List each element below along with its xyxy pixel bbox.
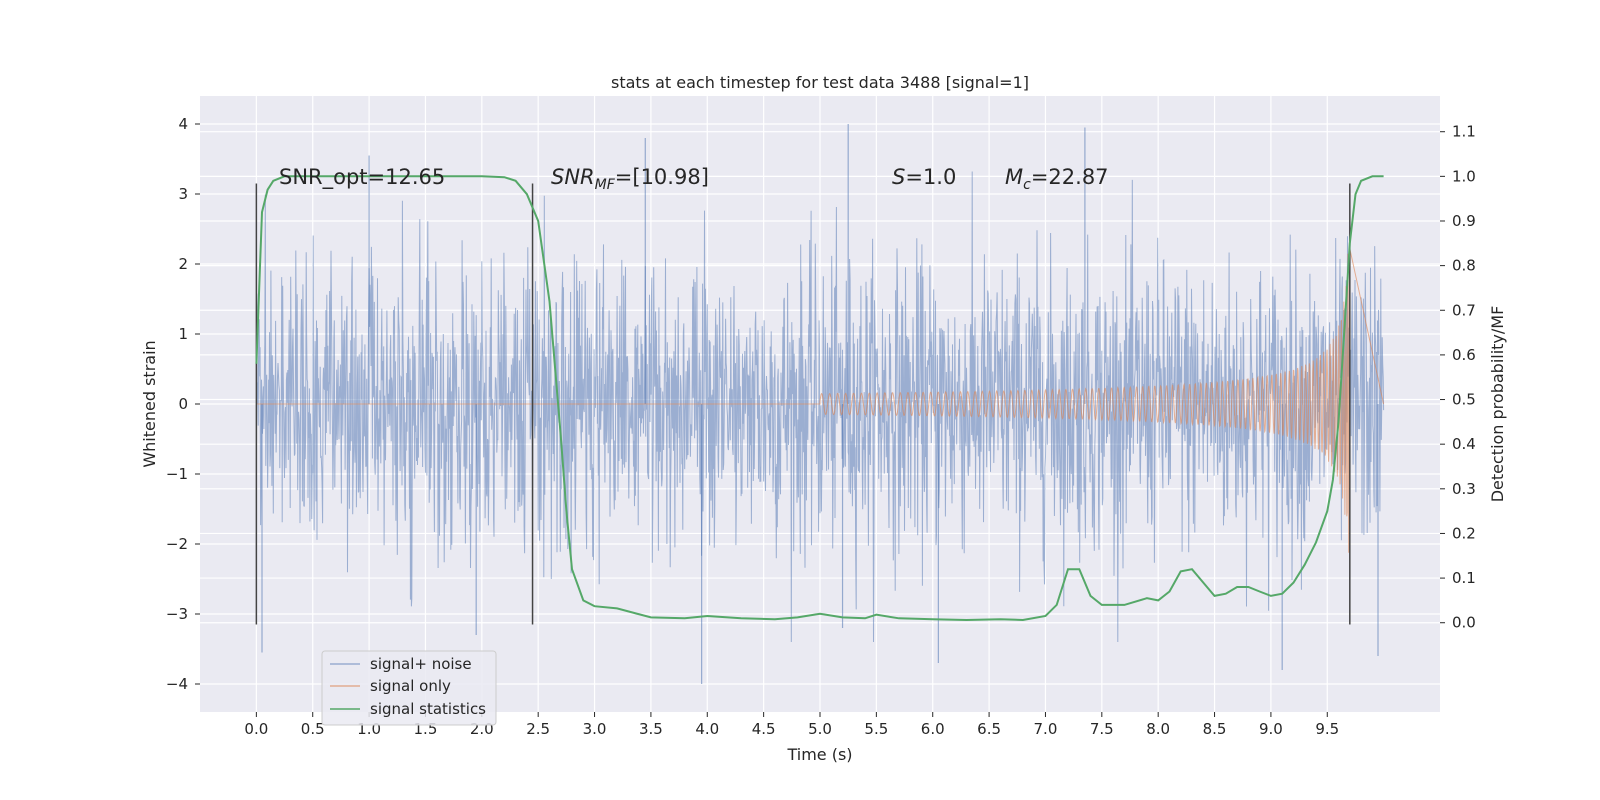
legend: signal+ noise signal only signal statist… [321,650,497,726]
signal-statistics-series [255,175,1384,622]
signal-noise-series [255,124,1385,684]
x-axis-ticks: 0.0 0.5 1.0 1.5 2.0 2.5 3.0 3.5 4.0 4.5 5.0 5.5 6.0 6… [244,712,1339,738]
legend-label-signal: signal only [370,677,451,695]
right-y-tick-label: 0.4 [1452,435,1476,453]
chart-title: stats at each timestep for test data 348… [611,73,1029,92]
signal-only-series [256,248,1385,553]
right-y-axis-ticks: 0.0 0.1 0.2 0.3 0.4 0.5 0.6 0.7 0.8 0.9 1.0 1.1 [1440,123,1476,632]
right-y-tick-label: 0.3 [1452,480,1476,498]
x-tick-label: 6.0 [921,720,945,738]
right-y-tick-label: 0.5 [1452,391,1476,409]
signal-statistics-line [255,175,1384,622]
left-y-tick-label: 0 [178,395,188,413]
right-y-tick-label: 0.6 [1452,346,1476,364]
snr-mf-base: SNR [551,165,595,189]
left-y-axis-ticks: −4 −3 −2 −1 0 1 2 3 4 [166,115,200,693]
mc-value: =22.87 [1031,165,1109,189]
x-tick-label: 5.0 [808,720,832,738]
snr-opt-annotation: SNR_opt=12.65 [279,165,445,190]
x-tick-label: 0.0 [244,720,268,738]
s-annotation: S=1.0 [892,165,956,189]
s-value: =1.0 [905,165,956,189]
x-tick-label: 4.5 [752,720,776,738]
legend-box [321,650,497,726]
left-y-tick-label: −3 [166,605,188,623]
right-y-axis-label: Detection probability/MF [1488,306,1507,503]
left-y-tick-label: −4 [166,675,188,693]
right-y-tick-label: 0.8 [1452,257,1476,275]
left-y-tick-label: −2 [166,535,188,553]
snr-mf-subscript: MF [595,177,616,193]
mc-subscript: c [1023,177,1031,193]
left-y-tick-label: 3 [178,185,188,203]
right-y-tick-label: 0.9 [1452,212,1476,230]
right-y-tick-label: 0.1 [1452,569,1476,587]
x-tick-label: 8.0 [1146,720,1170,738]
x-tick-label: 9.0 [1259,720,1283,738]
left-y-tick-label: 1 [178,325,188,343]
right-y-tick-label: 1.0 [1452,167,1476,185]
right-y-tick-label: 0.2 [1452,524,1476,542]
x-tick-label: 8.5 [1203,720,1227,738]
snr-mf-value: =[10.98] [615,165,709,189]
s-label: S [892,165,905,189]
legend-label-noise: signal+ noise [370,655,472,673]
left-y-tick-label: 2 [178,255,188,273]
x-tick-label: 7.0 [1034,720,1058,738]
x-tick-label: 4.0 [695,720,719,738]
right-y-tick-label: 1.1 [1452,123,1476,141]
x-tick-label: 5.5 [864,720,888,738]
mc-annotation: Mc=22.87 [1005,165,1109,193]
x-tick-label: 3.5 [639,720,663,738]
x-axis-label: Time (s) [786,745,852,764]
x-tick-label: 7.5 [1090,720,1114,738]
x-tick-label: 9.5 [1315,720,1339,738]
snr-mf-annotation: SNRMF=[10.98] [551,165,709,193]
x-tick-label: 2.5 [526,720,550,738]
x-tick-label: 0.5 [301,720,325,738]
right-y-tick-label: 0.0 [1452,614,1476,632]
right-y-tick-label: 0.7 [1452,301,1476,319]
left-y-tick-label: 4 [178,115,188,133]
left-y-tick-label: −1 [166,465,188,483]
x-tick-label: 6.5 [977,720,1001,738]
signal-noise-line [255,171,1385,643]
signal-only-line [256,248,1385,553]
left-y-axis-label: Whitened strain [140,340,159,467]
x-tick-label: 3.0 [583,720,607,738]
legend-label-stats: signal statistics [370,700,486,718]
mc-label: M [1005,165,1023,189]
